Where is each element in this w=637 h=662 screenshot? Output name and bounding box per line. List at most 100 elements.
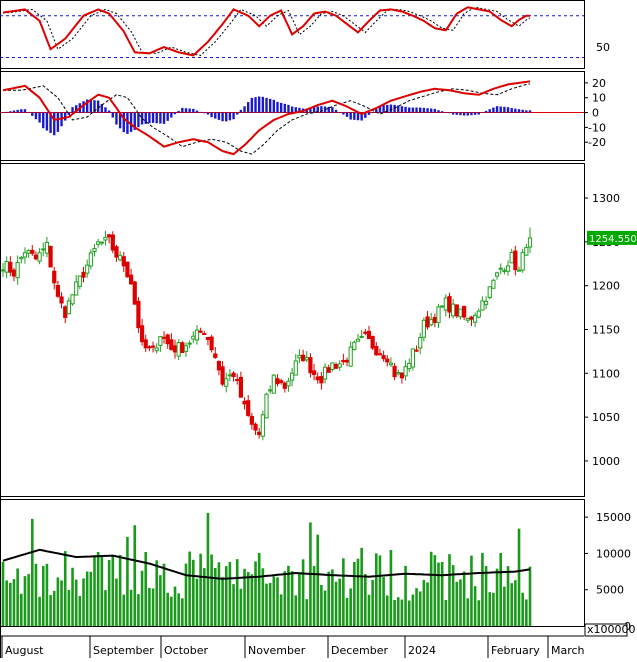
macd-hist-bar bbox=[360, 112, 363, 121]
candle bbox=[107, 234, 112, 244]
volume-bar bbox=[488, 592, 492, 626]
volume-bar bbox=[338, 578, 341, 626]
volume-bar bbox=[298, 572, 301, 626]
volume-bar bbox=[360, 547, 363, 626]
macd-hist-bar bbox=[100, 104, 104, 113]
macd-hist-bar bbox=[345, 112, 349, 117]
volume-bar bbox=[257, 552, 261, 626]
candle-body bbox=[143, 339, 148, 349]
volume-bar bbox=[378, 555, 382, 626]
price-tick-label: 1200 bbox=[592, 280, 620, 293]
candle-body bbox=[227, 374, 233, 377]
candle-body bbox=[333, 364, 339, 369]
macd-hist-bar bbox=[228, 112, 232, 121]
candle-body bbox=[311, 370, 317, 375]
candle bbox=[88, 249, 93, 270]
volume-bar bbox=[210, 554, 213, 626]
candle-body bbox=[476, 310, 481, 318]
candle-body bbox=[319, 376, 324, 384]
candle-body bbox=[44, 241, 50, 254]
candle bbox=[355, 334, 361, 342]
candle bbox=[41, 242, 46, 257]
volume-bar bbox=[89, 571, 93, 626]
macd-hist-bar bbox=[181, 107, 184, 113]
candle-body bbox=[469, 316, 474, 320]
macd-hist-bar bbox=[115, 112, 118, 125]
candle bbox=[77, 275, 82, 290]
candle-body bbox=[257, 431, 262, 436]
price-tick-label: 1050 bbox=[592, 411, 620, 424]
candle bbox=[213, 346, 218, 359]
candle-body bbox=[440, 305, 445, 308]
candle bbox=[161, 331, 167, 344]
candle bbox=[19, 256, 24, 264]
candle-body bbox=[432, 317, 437, 323]
volume-bar bbox=[393, 599, 396, 626]
macd-hist-bar bbox=[118, 112, 122, 129]
candle-body bbox=[429, 318, 434, 326]
volume-bar bbox=[261, 568, 265, 626]
candle-body bbox=[37, 252, 42, 262]
volume-bar bbox=[1, 561, 5, 626]
volume-bar bbox=[440, 561, 444, 626]
candle-body bbox=[363, 331, 368, 334]
candle-body bbox=[118, 254, 123, 261]
candle bbox=[22, 247, 28, 264]
candle-body bbox=[235, 379, 240, 382]
macd-hist-bar bbox=[23, 109, 27, 113]
candle bbox=[198, 327, 203, 334]
candle-body bbox=[480, 300, 485, 311]
volume-bar bbox=[151, 588, 155, 626]
volume-bar bbox=[426, 582, 429, 626]
volume-unit-box: x100000 bbox=[584, 623, 636, 637]
macd-hist-bar bbox=[473, 112, 477, 115]
macd-hist-bar bbox=[257, 96, 261, 113]
macd-hist-bar bbox=[1, 112, 5, 114]
candle bbox=[341, 353, 346, 365]
candle bbox=[70, 294, 75, 306]
candle-body bbox=[63, 306, 68, 318]
macd-hist-bar bbox=[298, 107, 301, 113]
volume-bar bbox=[433, 555, 437, 626]
volume-tick-label: 5000 bbox=[596, 584, 624, 597]
candle-body bbox=[297, 355, 302, 359]
macd-hist-bar bbox=[517, 109, 521, 113]
volume-bar bbox=[250, 574, 254, 626]
candle-body bbox=[66, 300, 71, 315]
candle-body bbox=[403, 366, 408, 377]
macd-hist-bar bbox=[85, 99, 89, 113]
volume-bar bbox=[96, 551, 100, 626]
candle bbox=[333, 362, 339, 369]
candle bbox=[81, 266, 86, 283]
candle-body bbox=[520, 251, 525, 271]
macd-hist-bar bbox=[140, 112, 144, 125]
macd-hist-bar bbox=[12, 110, 16, 113]
candle bbox=[143, 334, 148, 352]
candle bbox=[502, 267, 507, 275]
macd-hist-bar bbox=[393, 104, 396, 113]
macd-hist-bar bbox=[525, 110, 528, 113]
candle bbox=[139, 319, 145, 346]
volume-bar bbox=[243, 568, 246, 626]
volume-bar bbox=[232, 584, 235, 626]
candle-body bbox=[165, 334, 170, 345]
candle bbox=[125, 261, 130, 278]
macd-hist-bar bbox=[386, 104, 389, 113]
candle-body bbox=[33, 254, 39, 260]
last-price-tag: 1254.550 bbox=[587, 230, 637, 245]
candle bbox=[202, 331, 207, 336]
candle-body bbox=[220, 366, 225, 385]
volume-bar bbox=[166, 592, 169, 626]
macd-signal-line bbox=[3, 83, 531, 155]
volume-bar bbox=[19, 593, 23, 626]
candle bbox=[300, 349, 306, 362]
candle bbox=[282, 381, 287, 393]
volume-bar bbox=[272, 576, 276, 626]
volume-bar bbox=[9, 582, 12, 626]
volume-bar bbox=[254, 561, 257, 626]
candle-body bbox=[125, 261, 130, 278]
volume-bar bbox=[279, 594, 283, 626]
candle-body bbox=[4, 261, 9, 273]
macd-hist-bar bbox=[389, 104, 393, 113]
volume-bar bbox=[499, 552, 503, 626]
